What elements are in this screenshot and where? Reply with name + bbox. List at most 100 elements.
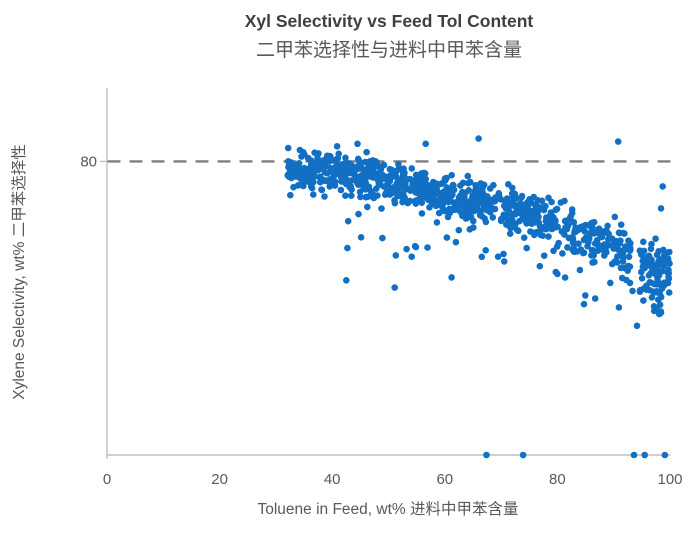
- data-point: [418, 210, 426, 217]
- data-point: [439, 204, 447, 212]
- data-point: [498, 215, 505, 223]
- data-point: [659, 183, 666, 190]
- data-point: [511, 190, 519, 198]
- data-point: [406, 197, 414, 205]
- data-point: [344, 217, 352, 225]
- data-point: [433, 219, 441, 226]
- data-point: [349, 162, 356, 170]
- data-point: [318, 186, 326, 194]
- data-point: [588, 246, 596, 254]
- data-point: [663, 268, 671, 276]
- data-point: [534, 196, 541, 204]
- data-point: [482, 247, 490, 254]
- data-point: [624, 267, 631, 275]
- data-point: [379, 234, 386, 242]
- data-point: [588, 226, 596, 234]
- data-point: [513, 205, 521, 213]
- x-tick-label: 60: [436, 471, 453, 488]
- data-point: [591, 295, 599, 302]
- data-point: [524, 199, 531, 206]
- data-point: [510, 210, 517, 218]
- data-point: [465, 187, 473, 194]
- x-tick-label: 100: [657, 471, 682, 488]
- data-point: [337, 174, 345, 181]
- data-point: [647, 279, 655, 286]
- data-point: [320, 156, 328, 164]
- data-point: [515, 227, 522, 235]
- data-point: [535, 213, 542, 221]
- data-point: [528, 220, 535, 227]
- data-point: [377, 176, 385, 184]
- data-point: [400, 197, 408, 205]
- data-point: [591, 258, 598, 266]
- data-point: [568, 234, 575, 241]
- data-point: [648, 294, 656, 301]
- data-point: [576, 266, 584, 274]
- data-point: [617, 221, 625, 228]
- data-point: [292, 167, 300, 174]
- data-point: [483, 451, 490, 459]
- data-point: [615, 304, 623, 311]
- data-point: [505, 205, 512, 213]
- data-point: [547, 209, 555, 216]
- chart-title-english: Xyl Selectivity vs Feed Tol Content: [245, 11, 534, 31]
- data-point: [411, 242, 419, 250]
- data-point: [636, 288, 644, 296]
- data-point: [652, 235, 659, 242]
- data-point: [323, 177, 331, 184]
- data-point: [476, 192, 484, 200]
- data-point: [354, 140, 361, 148]
- data-point: [662, 260, 670, 268]
- data-point: [409, 180, 416, 188]
- data-point: [542, 225, 550, 233]
- data-point: [523, 219, 530, 226]
- data-point: [516, 200, 524, 208]
- data-point: [370, 191, 378, 199]
- data-point: [321, 193, 328, 200]
- data-point: [540, 252, 548, 259]
- data-point: [471, 187, 479, 195]
- data-point: [657, 260, 665, 268]
- data-point: [652, 289, 660, 296]
- data-point: [336, 166, 344, 173]
- data-point: [595, 242, 603, 249]
- data-point: [342, 192, 349, 199]
- data-point: [657, 205, 665, 212]
- data-point: [446, 205, 453, 213]
- data-point: [467, 206, 475, 214]
- data-point: [509, 184, 516, 192]
- data-point: [553, 205, 561, 213]
- data-point: [550, 247, 557, 255]
- data-point: [439, 179, 447, 186]
- data-point: [339, 160, 347, 168]
- data-point: [575, 240, 582, 247]
- data-point: [640, 238, 647, 246]
- data-point: [621, 230, 628, 237]
- data-point: [561, 274, 569, 281]
- data-point: [302, 167, 310, 174]
- data-point: [335, 150, 343, 158]
- data-point: [284, 172, 292, 179]
- data-point: [665, 275, 673, 282]
- data-point: [337, 186, 345, 194]
- data-point: [386, 191, 394, 198]
- x-tick-label: 40: [324, 471, 341, 488]
- data-point: [638, 275, 646, 282]
- data-point: [510, 197, 517, 204]
- data-point: [489, 214, 497, 221]
- data-point: [406, 175, 414, 183]
- data-point: [417, 177, 425, 185]
- data-point: [633, 322, 641, 330]
- data-point: [503, 221, 510, 228]
- data-point: [448, 274, 455, 281]
- data-point: [397, 183, 405, 190]
- chart-title-chinese: 二甲苯选择性与进料中甲苯含量: [256, 39, 522, 61]
- data-point: [342, 154, 349, 162]
- data-point: [357, 193, 364, 201]
- data-point: [354, 155, 362, 163]
- data-point: [378, 205, 385, 212]
- data-point: [478, 253, 486, 261]
- data-point: [625, 253, 633, 261]
- data-point: [655, 248, 662, 255]
